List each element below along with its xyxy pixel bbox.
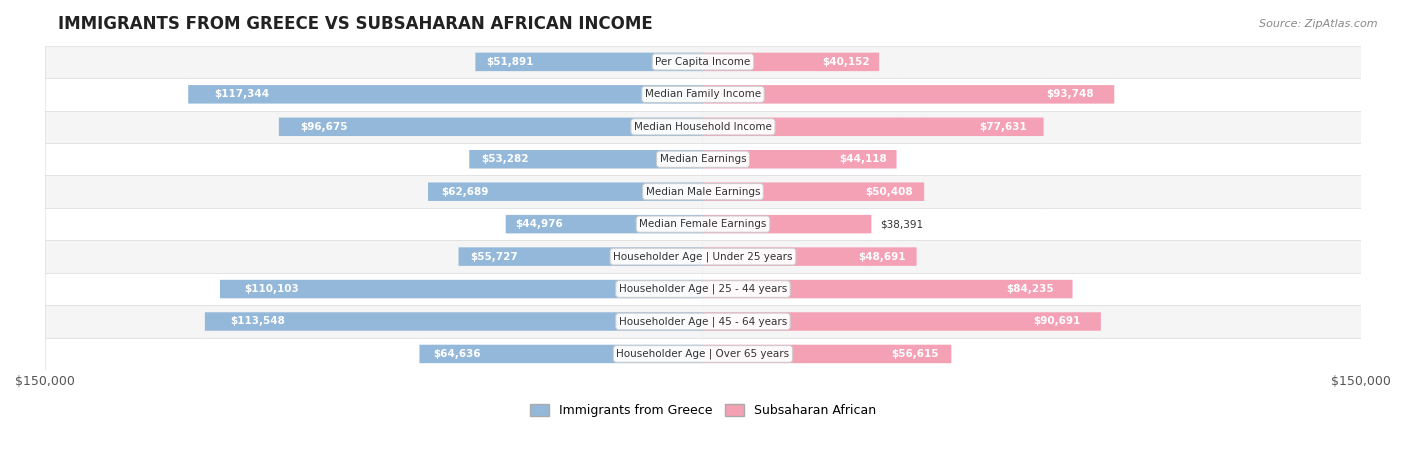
- FancyBboxPatch shape: [703, 266, 952, 442]
- Text: $64,636: $64,636: [433, 349, 481, 359]
- Text: Source: ZipAtlas.com: Source: ZipAtlas.com: [1260, 19, 1378, 28]
- FancyBboxPatch shape: [205, 234, 703, 410]
- Text: IMMIGRANTS FROM GREECE VS SUBSAHARAN AFRICAN INCOME: IMMIGRANTS FROM GREECE VS SUBSAHARAN AFR…: [58, 15, 652, 33]
- Text: Median Household Income: Median Household Income: [634, 122, 772, 132]
- Legend: Immigrants from Greece, Subsaharan African: Immigrants from Greece, Subsaharan Afric…: [526, 399, 880, 422]
- FancyBboxPatch shape: [45, 305, 1361, 338]
- Text: $77,631: $77,631: [979, 122, 1026, 132]
- Text: $113,548: $113,548: [229, 317, 284, 326]
- Text: Householder Age | Under 25 years: Householder Age | Under 25 years: [613, 251, 793, 262]
- Text: Median Female Earnings: Median Female Earnings: [640, 219, 766, 229]
- FancyBboxPatch shape: [703, 0, 879, 150]
- FancyBboxPatch shape: [45, 241, 1361, 273]
- Text: $56,615: $56,615: [891, 349, 939, 359]
- Text: $117,344: $117,344: [214, 89, 269, 99]
- Text: $55,727: $55,727: [471, 252, 519, 262]
- FancyBboxPatch shape: [45, 111, 1361, 143]
- Text: Median Family Income: Median Family Income: [645, 89, 761, 99]
- FancyBboxPatch shape: [703, 6, 1115, 183]
- FancyBboxPatch shape: [703, 201, 1073, 377]
- FancyBboxPatch shape: [45, 208, 1361, 241]
- FancyBboxPatch shape: [188, 6, 703, 183]
- FancyBboxPatch shape: [278, 39, 703, 215]
- Text: $44,976: $44,976: [516, 219, 564, 229]
- Text: $96,675: $96,675: [299, 122, 347, 132]
- Text: Per Capita Income: Per Capita Income: [655, 57, 751, 67]
- Text: Householder Age | 25 - 44 years: Householder Age | 25 - 44 years: [619, 284, 787, 294]
- Text: $53,282: $53,282: [481, 154, 529, 164]
- Text: $93,748: $93,748: [1046, 89, 1094, 99]
- Text: Median Male Earnings: Median Male Earnings: [645, 187, 761, 197]
- Text: $40,152: $40,152: [823, 57, 870, 67]
- FancyBboxPatch shape: [45, 338, 1361, 370]
- FancyBboxPatch shape: [45, 143, 1361, 176]
- FancyBboxPatch shape: [703, 136, 872, 312]
- Text: $110,103: $110,103: [245, 284, 299, 294]
- Text: Householder Age | 45 - 64 years: Householder Age | 45 - 64 years: [619, 316, 787, 327]
- FancyBboxPatch shape: [45, 273, 1361, 305]
- Text: $90,691: $90,691: [1033, 317, 1081, 326]
- FancyBboxPatch shape: [470, 71, 703, 248]
- Text: $48,691: $48,691: [859, 252, 905, 262]
- FancyBboxPatch shape: [45, 78, 1361, 111]
- FancyBboxPatch shape: [45, 46, 1361, 78]
- FancyBboxPatch shape: [703, 71, 897, 248]
- FancyBboxPatch shape: [703, 39, 1043, 215]
- FancyBboxPatch shape: [419, 266, 703, 442]
- Text: $44,118: $44,118: [839, 154, 887, 164]
- Text: $51,891: $51,891: [486, 57, 534, 67]
- Text: Median Earnings: Median Earnings: [659, 154, 747, 164]
- FancyBboxPatch shape: [703, 234, 1101, 410]
- FancyBboxPatch shape: [458, 169, 703, 345]
- FancyBboxPatch shape: [703, 169, 917, 345]
- Text: $38,391: $38,391: [880, 219, 924, 229]
- Text: $62,689: $62,689: [441, 187, 489, 197]
- Text: Householder Age | Over 65 years: Householder Age | Over 65 years: [616, 349, 790, 359]
- FancyBboxPatch shape: [506, 136, 703, 312]
- FancyBboxPatch shape: [219, 201, 703, 377]
- Text: $50,408: $50,408: [866, 187, 912, 197]
- FancyBboxPatch shape: [703, 104, 924, 280]
- Text: $84,235: $84,235: [1007, 284, 1054, 294]
- FancyBboxPatch shape: [427, 104, 703, 280]
- FancyBboxPatch shape: [475, 0, 703, 150]
- FancyBboxPatch shape: [45, 176, 1361, 208]
